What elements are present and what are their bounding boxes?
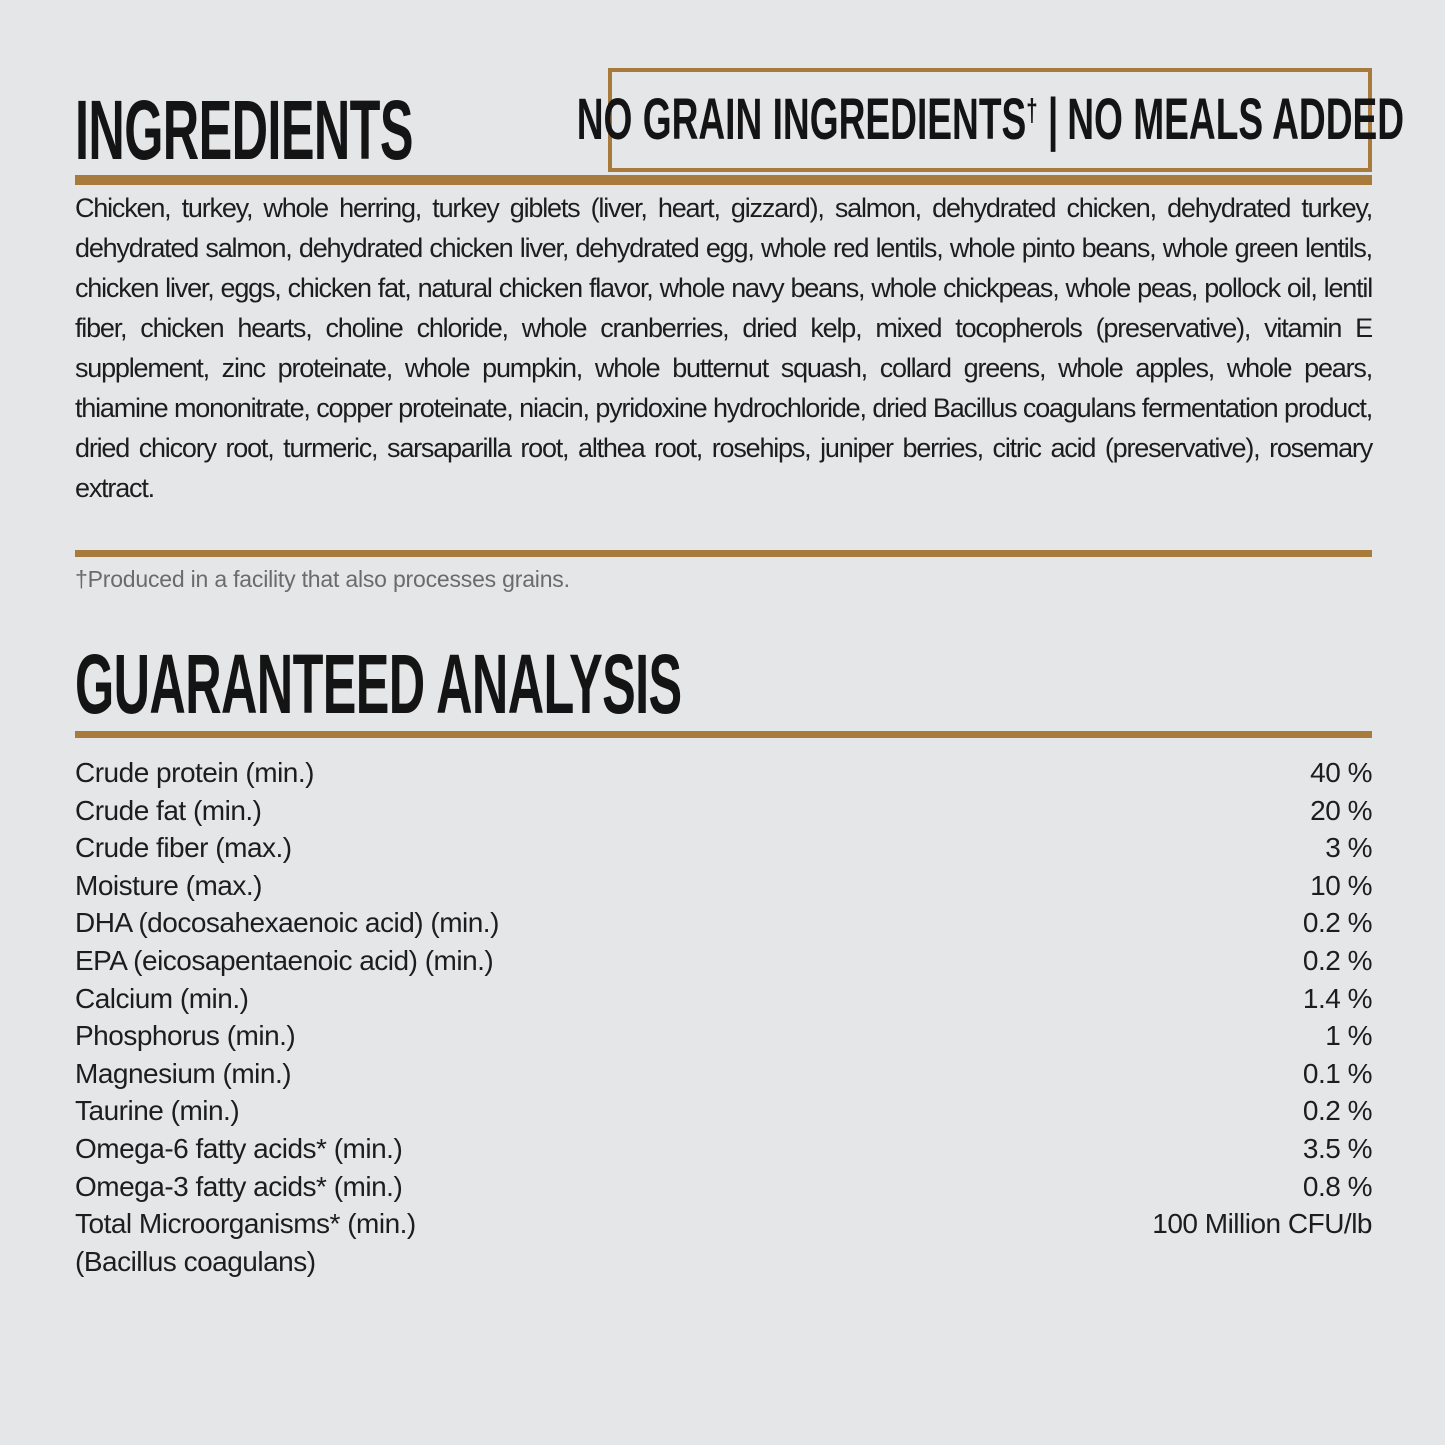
analysis-row-value: 100 Million CFU/lb [1152, 1208, 1372, 1240]
analysis-row-label: Omega-3 fatty acids* (min.) [75, 1170, 403, 1202]
analysis-row-label: Total Microorganisms* (min.) [75, 1208, 416, 1240]
guaranteed-analysis-table: Crude protein (min.) 40 % Crude fat (min… [75, 757, 1373, 1284]
analysis-row-label: EPA (eicosapentaenoic acid) (min.) [75, 944, 494, 976]
analysis-row-value: 20 % [1310, 794, 1372, 826]
analysis-row-label: Magnesium (min.) [75, 1057, 292, 1089]
analysis-row: Taurine (min.) 0.2 % [75, 1095, 1373, 1133]
analysis-row-value: 1 % [1325, 1020, 1372, 1052]
analysis-row: Crude protein (min.) 40 % [75, 757, 1372, 795]
analysis-row: DHA (docosahexaenoic acid) (min.) 0.2 % [75, 907, 1373, 945]
analysis-row-label: Crude fiber (max.) [75, 832, 292, 864]
analysis-row: Omega-6 fatty acids* (min.) 3.5 % [75, 1132, 1373, 1171]
analysis-row: Moisture (max.) 10 % [75, 870, 1372, 908]
analysis-row: Crude fat (min.) 20 % [75, 795, 1372, 833]
analysis-row-label: Omega-6 fatty acids* (min.) [75, 1132, 403, 1164]
analysis-row: Omega-3 fatty acids* (min.) 0.8 % [75, 1170, 1373, 1209]
ingredients-underline-rule [75, 175, 1372, 185]
analysis-row-value: 0.2 % [1302, 944, 1373, 976]
analysis-row-value: 0.2 % [1302, 907, 1373, 939]
analysis-row-label: Calcium (min.) [75, 982, 249, 1014]
analysis-row-value: 0.8 % [1302, 1170, 1373, 1202]
analysis-row-value: 10 % [1310, 869, 1372, 901]
badge-divider-bar: | [1047, 87, 1058, 152]
no-grain-badge-text: NO GRAIN INGREDIENTS† | NO MEALS ADDED [576, 91, 1403, 149]
badge-no-grain-text: NO GRAIN INGREDIENTS [576, 87, 1026, 152]
analysis-row: Total Microorganisms* (min.) 100 Million… [75, 1208, 1372, 1246]
analysis-row-label: Crude protein (min.) [75, 757, 314, 788]
analysis-row: Crude fiber (max.) 3 % [75, 832, 1372, 870]
analysis-row: EPA (eicosapentaenoic acid) (min.) 0.2 % [75, 944, 1373, 983]
analysis-row-label: Crude fat (min.) [75, 794, 262, 826]
analysis-row-label: (Bacillus coagulans) [75, 1245, 316, 1277]
footnote-text: †Produced in a facility that also proces… [75, 566, 570, 592]
analysis-row-value: 0.1 % [1302, 1057, 1373, 1089]
analysis-row-label: Moisture (max.) [75, 869, 262, 901]
analysis-row: Phosphorus (min.) 1 % [75, 1020, 1372, 1058]
no-grain-badge: NO GRAIN INGREDIENTS† | NO MEALS ADDED [576, 68, 1404, 172]
footnote-divider-rule [75, 550, 1372, 557]
analysis-row-value: 1.4 % [1302, 982, 1373, 1014]
analysis-row-value: 3 % [1325, 832, 1372, 864]
analysis-row: (Bacillus coagulans) [75, 1246, 1372, 1284]
ingredients-heading: INGREDIENTS [75, 83, 413, 177]
analysis-row-label: Phosphorus (min.) [75, 1020, 296, 1052]
analysis-row-label: Taurine (min.) [75, 1095, 240, 1127]
badge-dagger-mark: † [1025, 92, 1038, 128]
analysis-row-value: 0.2 % [1302, 1095, 1373, 1127]
badge-no-meals-text: NO MEALS ADDED [1066, 87, 1404, 152]
analysis-row-value: 40 % [1310, 757, 1372, 788]
ingredients-paragraph: Chicken, turkey, whole herring, turkey g… [75, 193, 1373, 503]
analysis-row: Calcium (min.) 1.4 % [75, 982, 1373, 1021]
analysis-row-label: DHA (docosahexaenoic acid) (min.) [75, 907, 499, 939]
analysis-underline-rule [75, 731, 1372, 738]
analysis-row-value: 3.5 % [1302, 1132, 1373, 1164]
analysis-row: Magnesium (min.) 0.1 % [75, 1057, 1373, 1096]
guaranteed-analysis-heading: GUARANTEED ANALYSIS [75, 637, 682, 731]
